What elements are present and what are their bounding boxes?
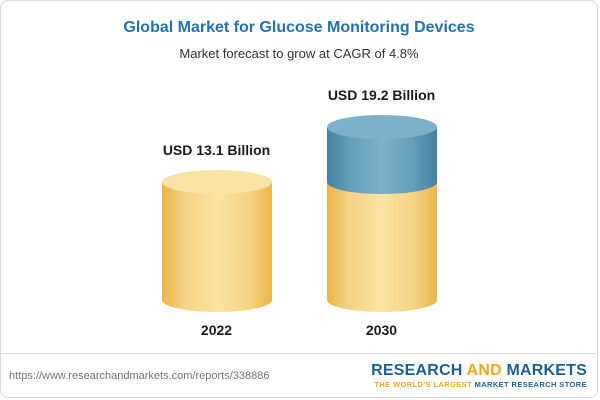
logo-tagline-blue-text: MARKET RESEARCH STORE (474, 380, 587, 390)
category-label-2030: 2030 (365, 321, 398, 338)
logo-research-text: RESEARCH (371, 361, 467, 379)
value-label-2022: USD 13.1 Billion (162, 141, 271, 158)
cylinder-2030-base-body (326, 181, 437, 300)
cylinder-top-cap-icon (326, 115, 437, 139)
footer-bar: https://www.researchandmarkets.com/repor… (1, 353, 597, 397)
cylinder-top-cap-icon (161, 169, 272, 194)
cylinder-bottom-edge-icon (326, 287, 437, 312)
category-label-2022: 2022 (200, 321, 233, 338)
chart-header: Global Market for Glucose Monitoring Dev… (1, 1, 597, 61)
value-label-2030: USD 19.2 Billion (327, 87, 436, 103)
logo-markets-text: MARKETS (501, 361, 587, 379)
logo-tagline-gold-text: THE WORLD'S LARGEST (374, 380, 475, 390)
chart-subtitle: Market forecast to grow at CAGR of 4.8% (179, 46, 419, 61)
page-title: Global Market for Glucose Monitoring Dev… (123, 19, 475, 36)
source-url: https://www.researchandmarkets.com/repor… (9, 369, 270, 382)
logo-tagline: THE WORLD'S LARGEST MARKET RESEARCH STOR… (371, 381, 587, 389)
bar-chart: USD 13.1 Billion 2022 USD 19.2 Billion (1, 87, 597, 338)
cylinder-2030-base-segment (326, 181, 437, 312)
cylinder-2022-body (161, 181, 272, 300)
cylinder-2030 (326, 115, 437, 312)
logo-and-text: AND (466, 361, 502, 379)
segment-junction-edge-icon (326, 169, 437, 194)
bar-2030: USD 19.2 Billion 2030 (326, 87, 437, 338)
logo-wordmark: RESEARCH AND MARKETS (371, 362, 587, 380)
cylinder-2030-growth-segment (326, 115, 437, 194)
researchandmarkets-logo: RESEARCH AND MARKETS THE WORLD'S LARGEST… (371, 362, 587, 390)
cylinder-2022-segment (161, 169, 272, 312)
bar-2022: USD 13.1 Billion 2022 (161, 141, 272, 338)
cylinder-bottom-edge-icon (161, 287, 272, 312)
cylinder-2022 (161, 169, 272, 312)
